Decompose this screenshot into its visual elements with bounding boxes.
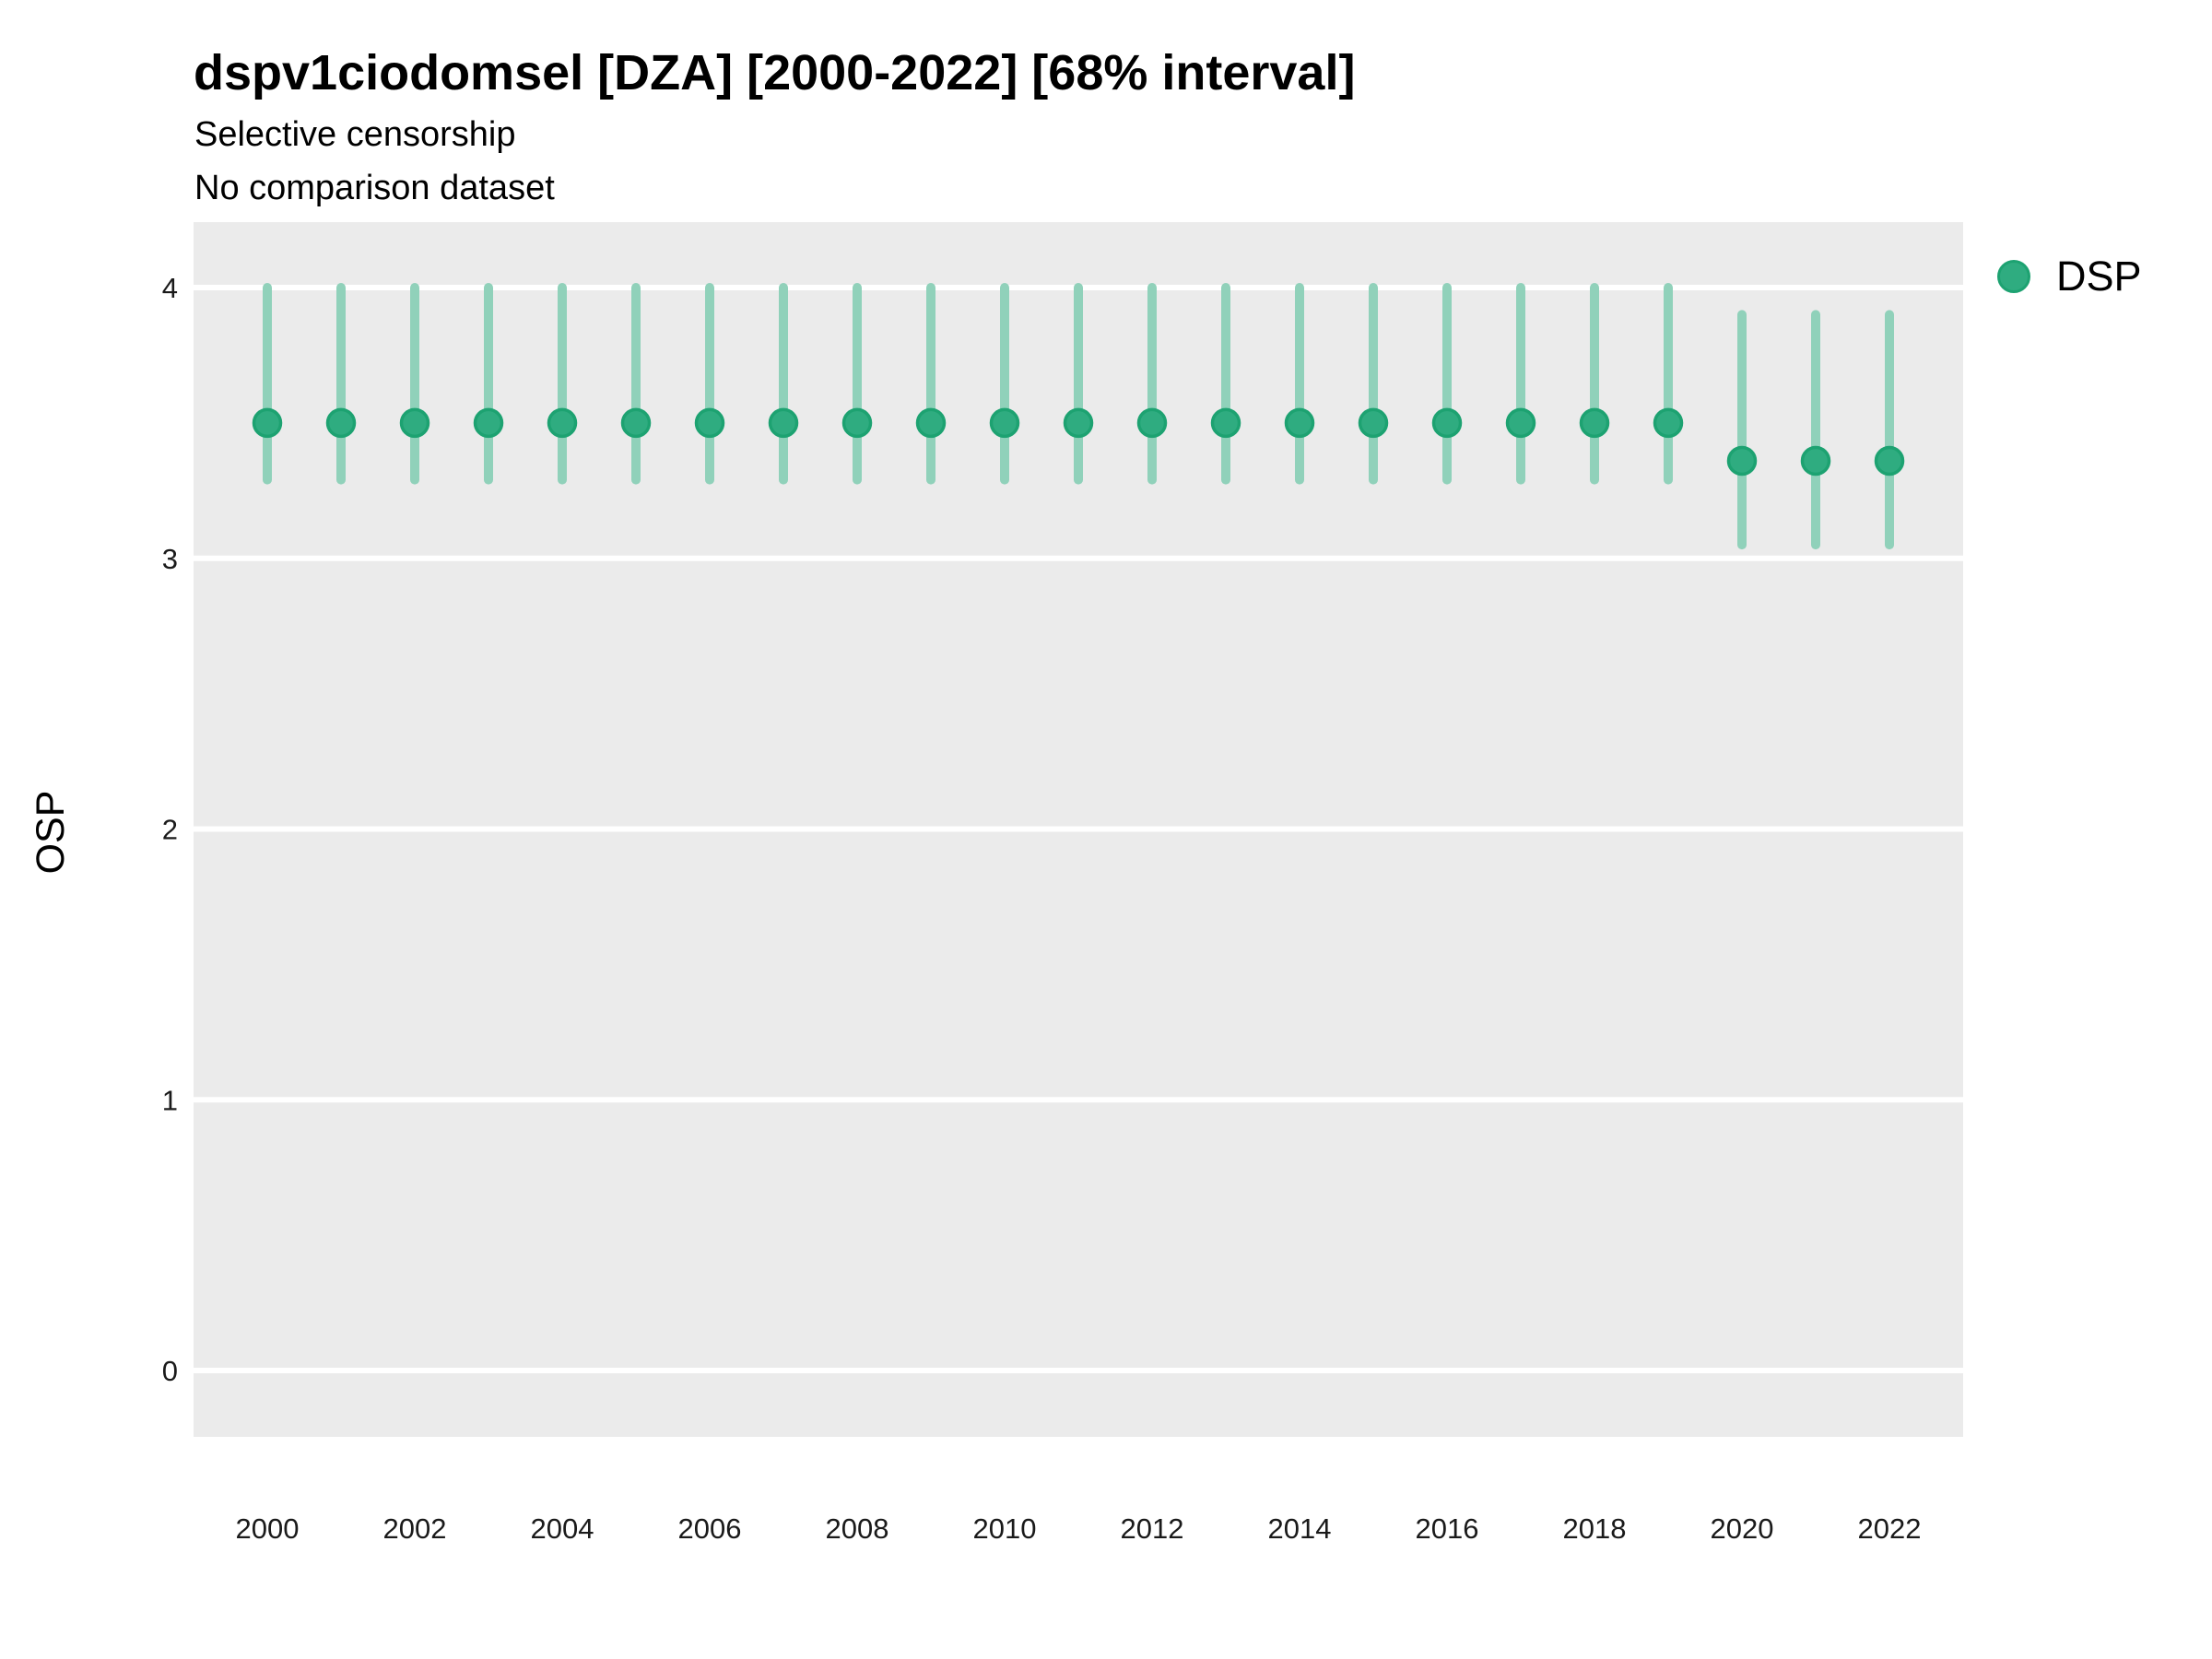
data-point-2011 [1063,407,1094,439]
chart-subtitle-line2: No comparison dataset [194,169,555,207]
x-tick-label-2022: 2022 [1858,1512,1922,1545]
data-point-2006 [694,407,725,439]
x-tick-label-2006: 2006 [678,1512,742,1545]
chart-subtitle-line1: Selective censorship [194,115,516,154]
data-point-2019 [1653,407,1684,439]
data-point-2018 [1579,407,1610,439]
y-tick-label-2: 2 [162,814,178,846]
data-point-2014 [1284,407,1315,439]
x-tick-label-2014: 2014 [1268,1512,1332,1545]
x-tick-label-2008: 2008 [826,1512,889,1545]
data-point-2009 [915,407,947,439]
data-point-2000 [252,407,283,439]
data-point-2012 [1136,407,1168,439]
x-tick-label-2000: 2000 [236,1512,300,1545]
data-point-2004 [547,407,578,439]
legend-label: DSP [2056,253,2142,300]
x-tick-label-2020: 2020 [1711,1512,1774,1545]
data-point-2015 [1358,407,1389,439]
data-point-2007 [768,407,799,439]
data-point-2010 [989,407,1020,439]
x-tick-label-2018: 2018 [1563,1512,1627,1545]
data-point-2021 [1800,445,1831,477]
x-tick-label-2004: 2004 [531,1512,594,1545]
y-tick-label-3: 3 [162,543,178,575]
chart-title: dspv1ciodomsel [DZA] [2000-2022] [68% in… [194,45,1356,100]
data-point-2001 [325,407,357,439]
x-tick-label-2012: 2012 [1121,1512,1184,1545]
x-tick-label-2010: 2010 [973,1512,1037,1545]
data-point-2020 [1726,445,1758,477]
y-axis-title: OSP [29,790,73,875]
data-point-2005 [620,407,652,439]
y-tick-label-0: 0 [162,1355,178,1387]
data-point-2008 [841,407,873,439]
data-point-2016 [1431,407,1463,439]
data-point-2003 [473,407,504,439]
data-point-2017 [1505,407,1536,439]
legend: DSP [1997,251,2142,302]
y-tick-label-4: 4 [162,272,178,304]
x-tick-label-2016: 2016 [1416,1512,1479,1545]
x-tick-label-2002: 2002 [383,1512,447,1545]
data-point-2022 [1874,445,1905,477]
legend-point-icon [1997,260,2030,293]
y-tick-label-1: 1 [162,1084,178,1116]
data-point-2013 [1210,407,1241,439]
data-point-2002 [399,407,430,439]
